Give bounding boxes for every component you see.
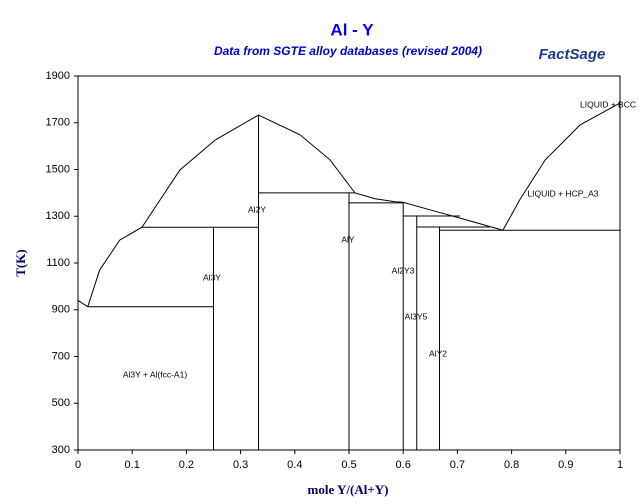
x-tick-label: 0.1 [125,459,140,471]
region-label: Al2Y [248,204,266,214]
x-tick-label: 0.6 [396,459,411,471]
x-tick-label: 0 [75,459,81,471]
region-label: Al3Y5 [405,311,428,321]
y-tick-label: 1500 [46,163,70,175]
x-tick-label: 0.8 [504,459,519,471]
phase-boundary [502,102,621,231]
x-tick-label: 0.9 [558,459,573,471]
x-axis-label: mole Y/(Al+Y) [308,482,389,497]
x-tick-label: 0.5 [341,459,356,471]
y-tick-label: 1100 [46,257,70,269]
region-label: Al3Y + Al(fcc-A1) [123,369,187,379]
x-tick-label: 0.4 [287,459,302,471]
region-label: Al3Y [203,272,221,282]
phase-boundary [77,299,89,308]
chart-subtitle: Data from SGTE alloy databases (revised … [214,44,482,58]
region-label: Al2Y3 [392,265,415,275]
y-tick-label: 700 [52,350,70,362]
phase-boundary [87,114,504,307]
region-label: LIQUID + HCP_A3 [527,188,598,198]
chart-title: Al - Y [330,20,374,39]
y-tick-label: 300 [52,444,70,456]
y-tick-label: 900 [52,304,70,316]
x-tick-label: 0.7 [450,459,465,471]
region-label: LIQUID + BCC [580,99,636,109]
x-tick-label: 0.3 [233,459,248,471]
y-tick-label: 1300 [46,210,70,222]
region-label: AlY2 [429,348,447,358]
region-label: AlY [341,234,355,244]
x-tick-label: 1 [617,459,623,471]
logo: FactSage [539,46,606,63]
x-tick-label: 0.2 [179,459,194,471]
y-tick-label: 1900 [46,70,70,82]
y-axis-label: T(K) [13,249,28,276]
y-tick-label: 500 [52,397,70,409]
y-tick-label: 1700 [46,117,70,129]
